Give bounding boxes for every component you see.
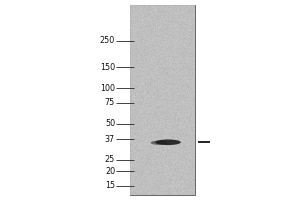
- Text: 20: 20: [105, 167, 115, 176]
- Ellipse shape: [151, 141, 167, 145]
- Bar: [130, 5, 195, 195]
- Text: 250: 250: [100, 36, 115, 45]
- Text: 100: 100: [100, 84, 115, 93]
- Text: 37: 37: [105, 135, 115, 144]
- Text: 50: 50: [105, 119, 115, 128]
- Ellipse shape: [155, 139, 181, 145]
- Text: 150: 150: [100, 63, 115, 72]
- Text: 25: 25: [105, 155, 115, 164]
- Text: 15: 15: [105, 181, 115, 190]
- Text: 75: 75: [105, 98, 115, 107]
